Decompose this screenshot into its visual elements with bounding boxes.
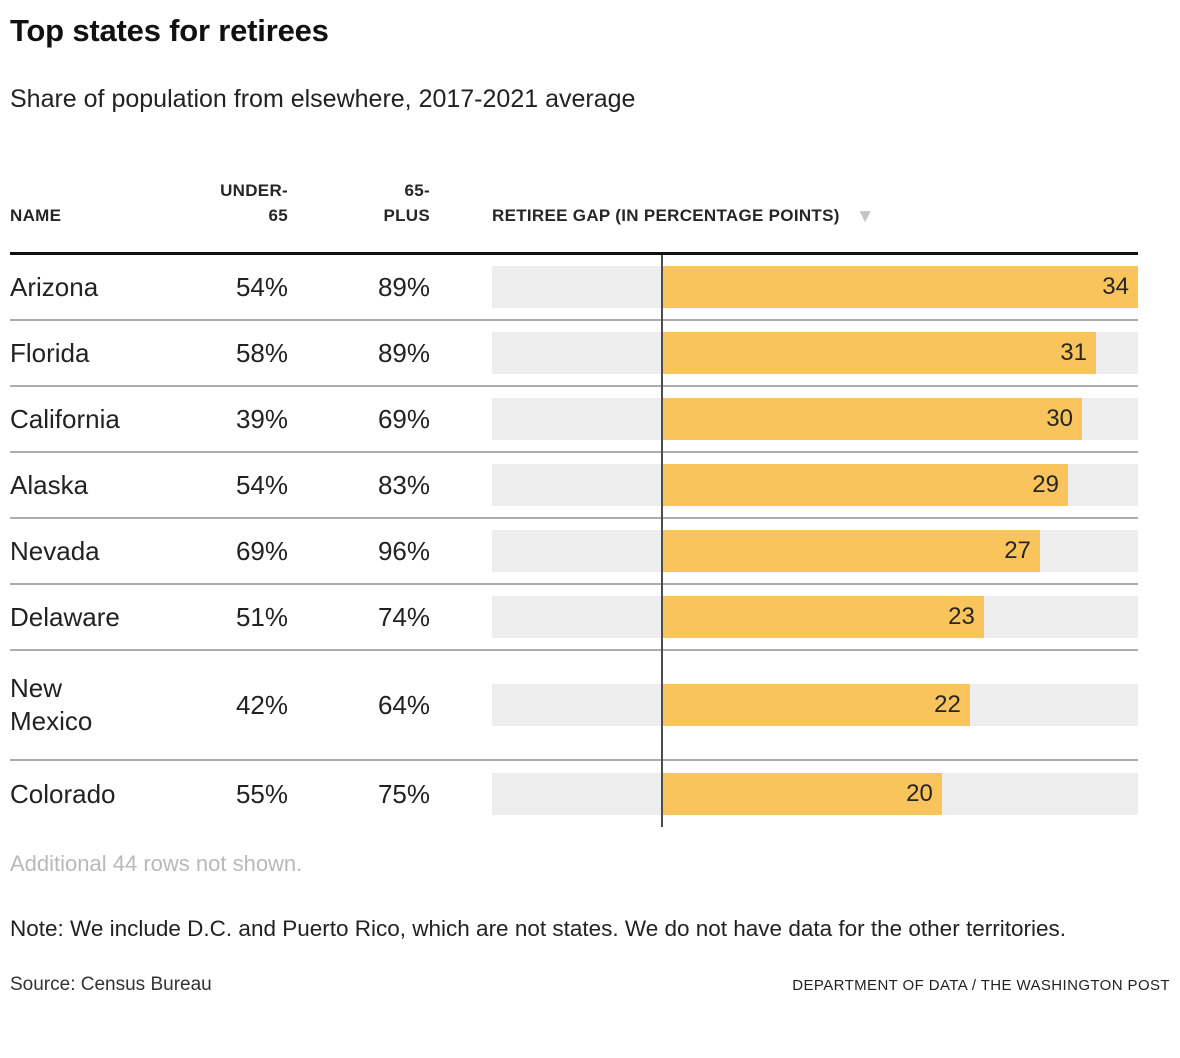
bar-track: 22 bbox=[492, 684, 1138, 726]
gap-value-label: 30 bbox=[1046, 405, 1073, 432]
table-body: Arizona 54% 89% 34 Florida 58% 89% 31 Ca… bbox=[10, 255, 1138, 827]
bar-track: 23 bbox=[492, 596, 1138, 638]
under-65-value: 54% bbox=[235, 271, 288, 302]
table-row: Alaska 54% 83% 29 bbox=[10, 453, 1138, 519]
source-row: Source: Census Bureau DEPARTMENT OF DATA… bbox=[10, 974, 1170, 1009]
65-plus-value: 83% bbox=[377, 469, 430, 500]
gap-value-label: 31 bbox=[1060, 339, 1087, 366]
65-plus-value: 75% bbox=[377, 778, 430, 809]
under-65-value: 51% bbox=[235, 601, 288, 632]
under-65-value: 55% bbox=[235, 778, 288, 809]
gap-value-label: 20 bbox=[906, 780, 933, 807]
gap-value-label: 34 bbox=[1102, 273, 1129, 300]
column-header-name-label: NAME bbox=[10, 206, 62, 225]
gap-bar: 31 bbox=[661, 332, 1096, 374]
table-row: Arizona 54% 89% 34 bbox=[10, 255, 1138, 321]
column-header-under-65[interactable]: UNDER-65 bbox=[130, 178, 288, 228]
table-row: Delaware 51% 74% 23 bbox=[10, 585, 1138, 651]
under-65-value: 69% bbox=[235, 535, 288, 566]
under-65-value: 42% bbox=[235, 689, 288, 720]
gap-bar-cell: 27 bbox=[430, 530, 1138, 572]
gap-bar: 22 bbox=[661, 684, 970, 726]
bar-track: 27 bbox=[492, 530, 1138, 572]
source-label: Source: Census Bureau bbox=[10, 974, 212, 995]
table-row: Florida 58% 89% 31 bbox=[10, 321, 1138, 387]
gap-bar: 30 bbox=[661, 398, 1082, 440]
gap-bar: 29 bbox=[661, 464, 1068, 506]
bar-track: 30 bbox=[492, 398, 1138, 440]
table-header: NAME UNDER-65 65-PLUS RETIREE GAP (IN PE… bbox=[10, 178, 1138, 255]
state-name: Florida bbox=[10, 337, 90, 368]
65-plus-value: 96% bbox=[377, 535, 430, 566]
gap-bar: 20 bbox=[661, 773, 942, 815]
state-name: Colorado bbox=[10, 778, 116, 809]
page-title: Top states for retirees bbox=[10, 13, 329, 48]
under-65-value: 39% bbox=[235, 403, 288, 434]
column-header-65-plus-label: 65-PLUS bbox=[383, 181, 430, 225]
under-65-value: 58% bbox=[235, 337, 288, 368]
column-header-name[interactable]: NAME bbox=[10, 203, 130, 228]
gap-bar-cell: 31 bbox=[430, 332, 1138, 374]
table-row: California 39% 69% 30 bbox=[10, 387, 1138, 453]
subtitle: Share of population from elsewhere, 2017… bbox=[10, 85, 636, 113]
gap-value-label: 27 bbox=[1004, 537, 1031, 564]
gap-value-label: 22 bbox=[934, 691, 961, 718]
gap-bar-cell: 23 bbox=[430, 596, 1138, 638]
65-plus-value: 64% bbox=[377, 689, 430, 720]
65-plus-value: 69% bbox=[377, 403, 430, 434]
gap-value-label: 29 bbox=[1032, 471, 1059, 498]
65-plus-value: 89% bbox=[377, 271, 430, 302]
retirees-card: Top states for retirees Share of populat… bbox=[0, 14, 1180, 1009]
65-plus-value: 74% bbox=[377, 601, 430, 632]
column-header-under-65-label: UNDER-65 bbox=[220, 181, 288, 225]
gap-bar-cell: 34 bbox=[430, 266, 1138, 308]
gap-bar-cell: 30 bbox=[430, 398, 1138, 440]
bar-track: 29 bbox=[492, 464, 1138, 506]
table-row: New Mexico 42% 64% 22 bbox=[10, 651, 1138, 761]
state-name: California bbox=[10, 403, 120, 434]
sort-descending-icon[interactable]: ▼ bbox=[855, 206, 875, 227]
bar-track: 20 bbox=[492, 773, 1138, 815]
gap-bar: 34 bbox=[661, 266, 1138, 308]
column-header-retiree-gap[interactable]: RETIREE GAP (IN PERCENTAGE POINTS) ▼ bbox=[430, 203, 1138, 228]
state-name: Delaware bbox=[10, 601, 120, 632]
state-name: New Mexico bbox=[10, 673, 93, 736]
state-name: Alaska bbox=[10, 469, 89, 500]
gap-value-label: 23 bbox=[948, 603, 975, 630]
gap-bar-cell: 29 bbox=[430, 464, 1138, 506]
credit-label: DEPARTMENT OF DATA / THE WASHINGTON POST bbox=[792, 977, 1170, 994]
table-row: Nevada 69% 96% 27 bbox=[10, 519, 1138, 585]
bar-track: 34 bbox=[492, 266, 1138, 308]
gap-bar-cell: 22 bbox=[430, 684, 1138, 726]
rows-not-shown-note: Additional 44 rows not shown. bbox=[10, 851, 303, 876]
data-table: NAME UNDER-65 65-PLUS RETIREE GAP (IN PE… bbox=[10, 178, 1138, 827]
column-header-65-plus[interactable]: 65-PLUS bbox=[288, 178, 430, 228]
zero-axis-line bbox=[661, 255, 663, 827]
65-plus-value: 89% bbox=[377, 337, 430, 368]
column-header-retiree-gap-label: RETIREE GAP (IN PERCENTAGE POINTS) bbox=[492, 206, 840, 225]
gap-bar-cell: 20 bbox=[430, 773, 1138, 815]
gap-bar: 23 bbox=[661, 596, 984, 638]
under-65-value: 54% bbox=[235, 469, 288, 500]
state-name: Arizona bbox=[10, 271, 99, 302]
table-row: Colorado 55% 75% 20 bbox=[10, 761, 1138, 827]
bar-track: 31 bbox=[492, 332, 1138, 374]
state-name: Nevada bbox=[10, 535, 100, 566]
gap-bar: 27 bbox=[661, 530, 1040, 572]
footnote: Note: We include D.C. and Puerto Rico, w… bbox=[10, 916, 1066, 941]
